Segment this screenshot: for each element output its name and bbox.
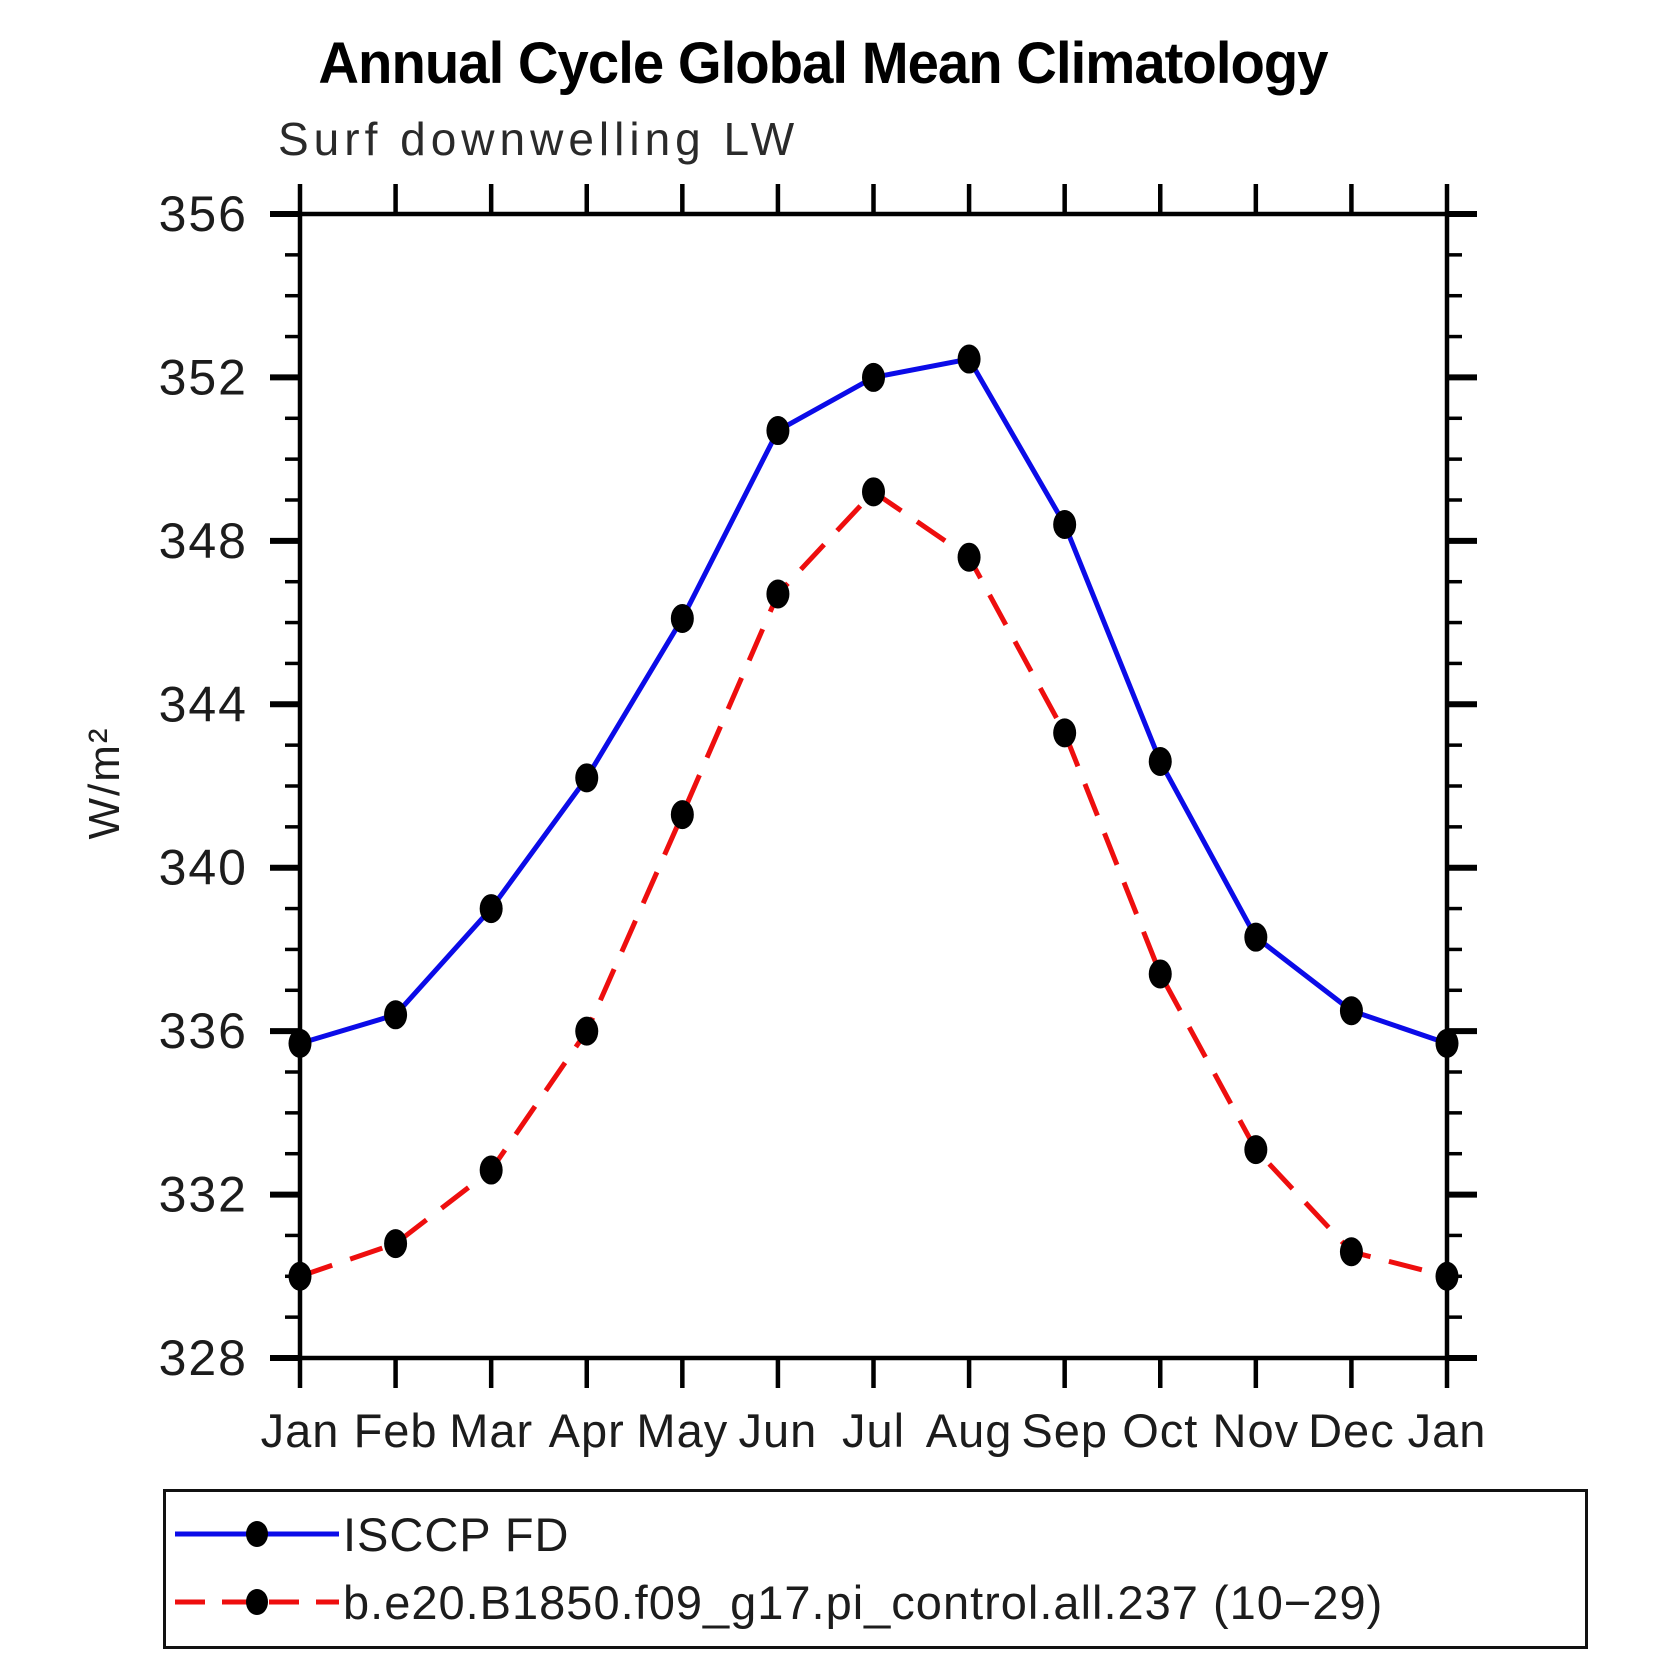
y-tick-labels: 328 332 336 340 344 348 352 356 (159, 186, 248, 1386)
legend-label-isccp: ISCCP FD (343, 1507, 570, 1561)
x-tick-label: Nov (1213, 1404, 1300, 1457)
data-point (384, 1229, 408, 1259)
legend-item-isccp: ISCCP FD (166, 1500, 1585, 1568)
data-point (1244, 922, 1268, 952)
data-point (766, 416, 790, 446)
x-tick-label: Mar (449, 1404, 533, 1457)
data-point (479, 1155, 503, 1185)
series-line-1 (299, 488, 1448, 1279)
data-point (479, 894, 503, 924)
plot-frame (297, 211, 1450, 1361)
data-point (766, 579, 790, 609)
data-point (575, 763, 599, 793)
data-point (1244, 1135, 1268, 1165)
data-point (862, 477, 885, 507)
legend-item-model: b.e20.B1850.f09_g17.pi_control.all.237 (… (166, 1568, 1585, 1636)
data-point (288, 1261, 312, 1291)
data-point (1053, 718, 1077, 748)
data-point (288, 1028, 312, 1058)
legend-marker-dot (246, 1589, 268, 1615)
y-tick-label: 336 (159, 1003, 248, 1059)
legend-line-sample-isccp (175, 1521, 339, 1547)
data-point (1435, 1028, 1459, 1058)
data-point (1339, 996, 1363, 1026)
y-tick-label: 328 (159, 1330, 248, 1386)
y-tick-label: 348 (159, 513, 248, 569)
x-tick-label: Jan (261, 1404, 340, 1457)
legend-label-model: b.e20.B1850.f09_g17.pi_control.all.237 (… (343, 1575, 1384, 1629)
x-tick-label: Sep (1021, 1404, 1108, 1457)
x-tick-label: May (636, 1404, 728, 1457)
data-point (1339, 1237, 1363, 1267)
data-point (1053, 510, 1077, 540)
x-tick-label: Apr (549, 1404, 625, 1457)
y-tick-label: 340 (159, 840, 248, 896)
legend-box: ISCCP FD b.e20.B1850.f09_g17.pi_control.… (163, 1489, 1588, 1649)
data-point (1148, 746, 1172, 776)
x-tick-labels: Jan Feb Mar Apr May Jun Jul Aug Sep Oct Nov Dec Jan (261, 1404, 1487, 1457)
x-tick-label: Jul (842, 1404, 905, 1457)
legend-marker-dot (246, 1521, 268, 1547)
x-tick-label: Feb (354, 1404, 438, 1457)
x-tick-label: Jun (739, 1404, 818, 1457)
series-0 (288, 344, 1459, 1058)
data-point (1148, 959, 1172, 989)
y-tick-label: 356 (159, 186, 248, 242)
y-tick-label: 344 (159, 676, 248, 732)
series-line-0 (299, 356, 1448, 1046)
data-point (862, 362, 885, 392)
data-point (575, 1016, 599, 1046)
legend-line-sample-model (175, 1589, 339, 1615)
chart-title: Annual Cycle Global Mean Climatology (318, 31, 1328, 96)
data-point (384, 1000, 408, 1030)
y-tick-label: 332 (159, 1167, 248, 1223)
data-point (957, 542, 981, 572)
series-1 (288, 477, 1459, 1291)
chart-subtitle: Surf downwelling LW (278, 113, 800, 165)
x-tick-label: Aug (926, 1404, 1013, 1457)
data-point (957, 344, 981, 374)
y-tick-label: 352 (159, 349, 248, 405)
x-tick-label: Oct (1122, 1404, 1198, 1457)
data-point (1435, 1261, 1459, 1291)
data-point (670, 800, 694, 830)
x-tick-label: Dec (1308, 1404, 1395, 1457)
data-point (670, 603, 694, 633)
x-tick-label: Jan (1408, 1404, 1487, 1457)
